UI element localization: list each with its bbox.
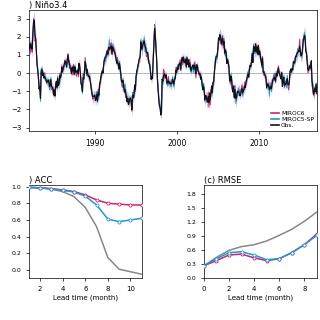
Point bbox=[201, 263, 206, 268]
Point bbox=[214, 258, 219, 263]
Point bbox=[83, 194, 88, 199]
Point bbox=[276, 256, 282, 261]
Point bbox=[49, 186, 54, 191]
Point bbox=[116, 202, 122, 207]
Point bbox=[60, 188, 65, 193]
Legend: MIROC6, MIROC5-SP, Obs.: MIROC6, MIROC5-SP, Obs. bbox=[271, 111, 314, 128]
Point bbox=[276, 256, 282, 261]
Point bbox=[252, 252, 257, 258]
Point bbox=[128, 202, 133, 207]
Point bbox=[239, 249, 244, 254]
Point bbox=[49, 187, 54, 192]
Text: ) ACC: ) ACC bbox=[29, 176, 52, 185]
Point bbox=[26, 185, 31, 190]
X-axis label: Lead time (month): Lead time (month) bbox=[53, 294, 118, 300]
Point bbox=[289, 250, 294, 255]
Point bbox=[139, 202, 144, 207]
X-axis label: Lead time (month): Lead time (month) bbox=[228, 294, 293, 300]
Point bbox=[264, 257, 269, 262]
Point bbox=[314, 233, 319, 238]
Point bbox=[314, 231, 319, 236]
Point bbox=[239, 252, 244, 257]
Text: (c) RMSE: (c) RMSE bbox=[204, 176, 241, 185]
Text: ) Niño3.4: ) Niño3.4 bbox=[29, 1, 67, 10]
Point bbox=[201, 263, 206, 268]
Point bbox=[94, 197, 99, 203]
Point bbox=[105, 201, 110, 206]
Point bbox=[71, 189, 76, 194]
Point bbox=[94, 202, 99, 207]
Point bbox=[226, 250, 231, 255]
Point bbox=[264, 258, 269, 263]
Point bbox=[289, 250, 294, 255]
Point bbox=[252, 255, 257, 260]
Point bbox=[214, 256, 219, 261]
Point bbox=[128, 217, 133, 222]
Point bbox=[226, 252, 231, 258]
Point bbox=[302, 242, 307, 247]
Point bbox=[302, 242, 307, 247]
Point bbox=[116, 219, 122, 224]
Point bbox=[105, 217, 110, 222]
Point bbox=[71, 189, 76, 195]
Point bbox=[139, 216, 144, 221]
Point bbox=[83, 192, 88, 197]
Point bbox=[26, 185, 31, 190]
Point bbox=[37, 185, 43, 190]
Point bbox=[37, 185, 43, 190]
Point bbox=[60, 187, 65, 192]
